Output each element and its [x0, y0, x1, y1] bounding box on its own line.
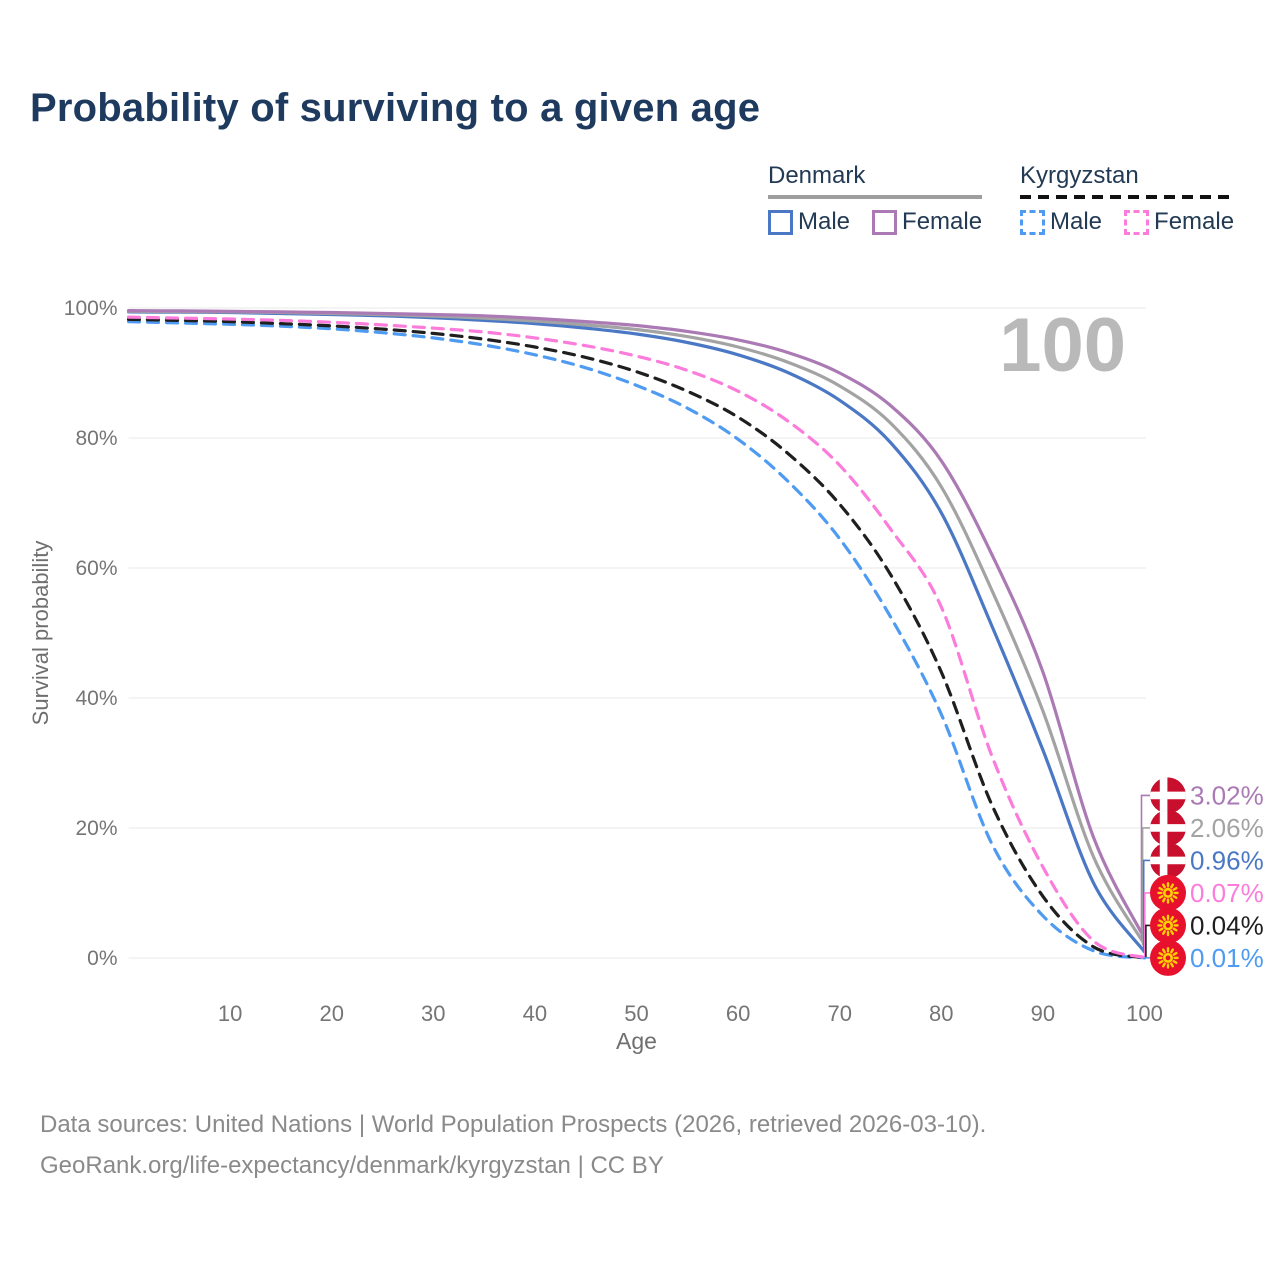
y-tick-label-0: 0%: [87, 947, 117, 970]
page-title: Probability of surviving to a given age: [30, 86, 761, 130]
series-line-kyrgyzstan-total: [126, 317, 1147, 960]
end-label-kyrgyzstan-male: 0.01%: [1144, 939, 1264, 976]
series-line-kyrgyzstan-female: [126, 315, 1147, 960]
denmark-female-swatch-icon: [872, 209, 898, 235]
x-tick-label-30: 30: [421, 1001, 445, 1026]
denmark-flag-icon: [1150, 777, 1186, 814]
age-watermark: 100: [999, 303, 1126, 388]
series-line-kyrgyzstan-male: [126, 320, 1147, 960]
x-tick-label-40: 40: [523, 1001, 547, 1026]
end-label-denmark-total: 2.06%: [1141, 809, 1264, 946]
series-line-denmark-male: [126, 310, 1147, 954]
footer-data-sources: Data sources: United Nations | World Pop…: [40, 1111, 987, 1138]
y-tick-label-60: 60%: [75, 557, 117, 580]
kyrgyzstan-flag-icon: [1150, 939, 1186, 976]
x-tick-label-60: 60: [726, 1001, 750, 1026]
footer: Data sources: United Nations | World Pop…: [40, 1104, 986, 1186]
legend-kyrgyzstan-male-label: Male: [1050, 208, 1103, 235]
footer-attribution: GeoRank.org/life-expectancy/denmark/kyrg…: [40, 1152, 664, 1179]
kyrgyzstan-male-swatch-icon: [1020, 209, 1045, 235]
end-label-kyrgyzstan-total: 0.04%: [1144, 907, 1264, 959]
legend-denmark-items: Male Female: [768, 208, 982, 236]
legend-kyrgyzstan-female-label: Female: [1154, 208, 1235, 235]
legend-item-denmark-male[interactable]: Male: [768, 208, 850, 236]
legend-denmark-female-label: Female: [902, 208, 983, 235]
legend-item-kyrgyzstan-female[interactable]: Female: [1124, 208, 1234, 236]
x-tick-label-100: 100: [1126, 1001, 1163, 1026]
x-tick-label-50: 50: [624, 1001, 648, 1026]
end-value-denmark-female: 3.02%: [1190, 780, 1264, 810]
x-tick-label-20: 20: [319, 1001, 343, 1026]
end-value-kyrgyzstan-female: 0.07%: [1190, 878, 1264, 908]
end-label-denmark-male: 0.96%: [1142, 842, 1264, 953]
legend-group-denmark: Denmark Male Female: [768, 162, 983, 236]
label-connector-kyrgyzstan-total: [1144, 924, 1150, 959]
denmark-solid-line-icon: [768, 195, 983, 199]
denmark-flag-icon: [1150, 809, 1186, 846]
y-axis-title: Survival probability: [28, 541, 53, 726]
x-tick-label-90: 90: [1031, 1001, 1055, 1026]
y-tick-label-100: 100%: [64, 297, 118, 320]
legend-item-denmark-female[interactable]: Female: [872, 208, 982, 236]
legend-group-kyrgyzstan: Kyrgyzstan Male Female: [1020, 162, 1235, 236]
x-tick-label-80: 80: [929, 1001, 953, 1026]
legend-kyrgyzstan-label: Kyrgyzstan: [1020, 162, 1139, 189]
x-tick-label-10: 10: [218, 1001, 242, 1026]
x-axis-title: Age: [616, 1028, 657, 1054]
legend-item-kyrgyzstan-male[interactable]: Male: [1020, 208, 1102, 236]
kyrgyzstan-flag-icon: [1150, 907, 1186, 944]
legend-denmark-male-label: Male: [798, 208, 851, 235]
denmark-flag-icon: [1150, 842, 1186, 879]
kyrgyzstan-female-swatch-icon: [1124, 209, 1150, 235]
y-tick-label-20: 20%: [75, 817, 117, 840]
series-line-denmark-female: [126, 309, 1147, 940]
end-value-kyrgyzstan-male: 0.01%: [1190, 943, 1264, 973]
kyrgyzstan-flag-icon: [1150, 874, 1186, 911]
kyrgyzstan-dashed-line-icon: [1020, 195, 1235, 199]
legend-denmark-label: Denmark: [768, 162, 866, 189]
end-value-kyrgyzstan-total: 0.04%: [1190, 910, 1264, 940]
x-tick-label-70: 70: [827, 1001, 851, 1026]
denmark-male-swatch-icon: [768, 209, 793, 235]
end-label-kyrgyzstan-female: 0.07%: [1144, 874, 1264, 959]
end-value-denmark-male: 0.96%: [1190, 845, 1264, 875]
legend-kyrgyzstan-items: Male Female: [1020, 208, 1234, 236]
y-tick-label-80: 80%: [75, 427, 117, 450]
y-tick-label-40: 40%: [75, 687, 117, 710]
end-value-denmark-total: 2.06%: [1190, 813, 1264, 843]
